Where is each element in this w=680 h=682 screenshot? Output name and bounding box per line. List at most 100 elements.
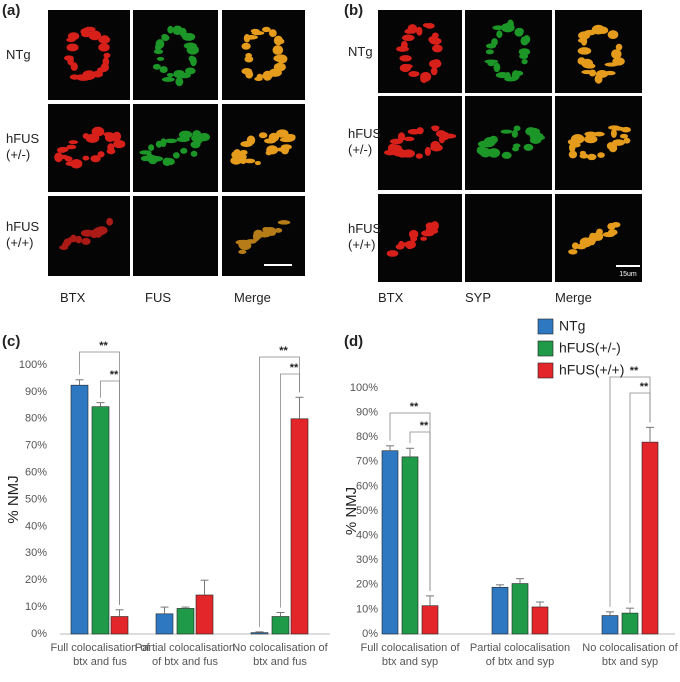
stain-blob <box>518 48 531 56</box>
stain-blob <box>106 217 114 226</box>
stain-blob <box>160 138 167 147</box>
stain-blob <box>66 144 77 150</box>
row-label: NTg <box>6 47 31 62</box>
micrograph <box>378 194 462 282</box>
stain-blob <box>416 26 423 36</box>
stain-blob <box>67 32 80 41</box>
y-tick-label: 10% <box>25 601 47 613</box>
bar <box>641 441 659 635</box>
bar <box>511 583 529 635</box>
stain <box>230 129 296 166</box>
stain-blob <box>82 155 90 161</box>
stain-blob <box>190 150 198 157</box>
stain-blob <box>610 128 617 138</box>
stain-blob <box>279 137 294 143</box>
significance-label: ** <box>290 362 299 374</box>
stain <box>384 125 457 159</box>
stain <box>484 19 531 82</box>
stain-blob <box>268 29 277 37</box>
stain-blob <box>568 249 578 255</box>
stain-blob <box>569 151 576 158</box>
stain-blob <box>619 133 629 139</box>
legend-label: hFUS(+/-) <box>559 340 621 356</box>
error-bar <box>386 445 394 451</box>
error-bar <box>295 396 304 419</box>
stain-blob <box>424 22 435 29</box>
stain-blob <box>245 239 257 244</box>
stain-blob <box>98 43 110 52</box>
stain-blob <box>519 53 529 60</box>
stain-blob <box>139 150 152 155</box>
significance-bracket <box>409 431 431 591</box>
stain-blob <box>516 27 524 35</box>
stain-blob <box>276 147 290 152</box>
stain <box>235 220 291 255</box>
row-label: hFUS (+/+) <box>348 221 382 253</box>
stain-blob <box>529 131 542 141</box>
stain <box>152 25 199 87</box>
error-bar <box>626 607 634 614</box>
bar <box>421 605 439 635</box>
stain-blob <box>431 125 440 130</box>
stain-blob <box>593 131 605 137</box>
stain-blob <box>420 236 427 241</box>
stain-blob <box>241 42 251 50</box>
stain-blob <box>607 229 618 236</box>
stain-blob <box>615 43 623 51</box>
column-label: Merge <box>555 290 592 305</box>
error-bar <box>276 611 285 617</box>
error-bar <box>646 426 654 443</box>
stain <box>476 125 546 159</box>
y-tick-label: 20% <box>356 579 378 591</box>
stain-blob <box>238 249 247 255</box>
significance-label: ** <box>279 345 288 357</box>
stain-blob <box>523 143 534 151</box>
stain-blob <box>577 47 592 55</box>
stain-blob <box>520 36 529 46</box>
micrograph <box>48 10 130 100</box>
stain-blob <box>58 146 69 153</box>
stain-blob <box>623 137 631 144</box>
y-tick-label: 100% <box>19 359 47 371</box>
significance-label: ** <box>410 401 419 413</box>
stain-blob <box>584 135 598 144</box>
y-tick-label: 100% <box>350 382 378 394</box>
stain-blob <box>596 228 604 236</box>
y-tick-label: 70% <box>356 456 378 468</box>
bar <box>601 615 619 635</box>
stain-blob <box>407 24 418 34</box>
y-tick-label: 40% <box>25 520 47 532</box>
stain-blob <box>190 56 197 67</box>
panel-label: (b) <box>344 2 364 19</box>
stain-blob <box>145 153 154 162</box>
stain-blob <box>231 150 243 160</box>
y-tick-label: 60% <box>356 480 378 492</box>
stain-blob <box>95 226 108 235</box>
stain-blob <box>401 34 415 42</box>
stain-blob <box>492 25 504 31</box>
stain-blob <box>424 146 431 157</box>
stain-blob <box>244 34 258 40</box>
stain-blob <box>521 58 528 65</box>
row-label: hFUS (+/+) <box>6 219 40 251</box>
stain-blob <box>411 71 420 77</box>
stain-blob <box>408 229 419 239</box>
error-bar <box>516 578 524 584</box>
stain-blob <box>493 62 501 73</box>
error-bar <box>536 601 544 607</box>
stain-blob <box>400 40 408 50</box>
stain-blob <box>405 241 415 250</box>
stain-blob <box>106 148 116 155</box>
chart-label: (c) <box>2 333 21 350</box>
stain-blob <box>273 54 288 63</box>
stain-blob <box>156 56 165 61</box>
stain-blob <box>253 229 263 240</box>
error-bar <box>160 606 169 614</box>
x-tick-label: No colocalisation of btx and syp <box>582 642 678 668</box>
stain-blob <box>184 67 196 75</box>
stain-blob <box>161 77 175 82</box>
stain-blob <box>579 153 589 159</box>
stain-blob <box>594 74 603 84</box>
stain-blob <box>511 129 518 138</box>
row-label: NTg <box>348 43 373 59</box>
